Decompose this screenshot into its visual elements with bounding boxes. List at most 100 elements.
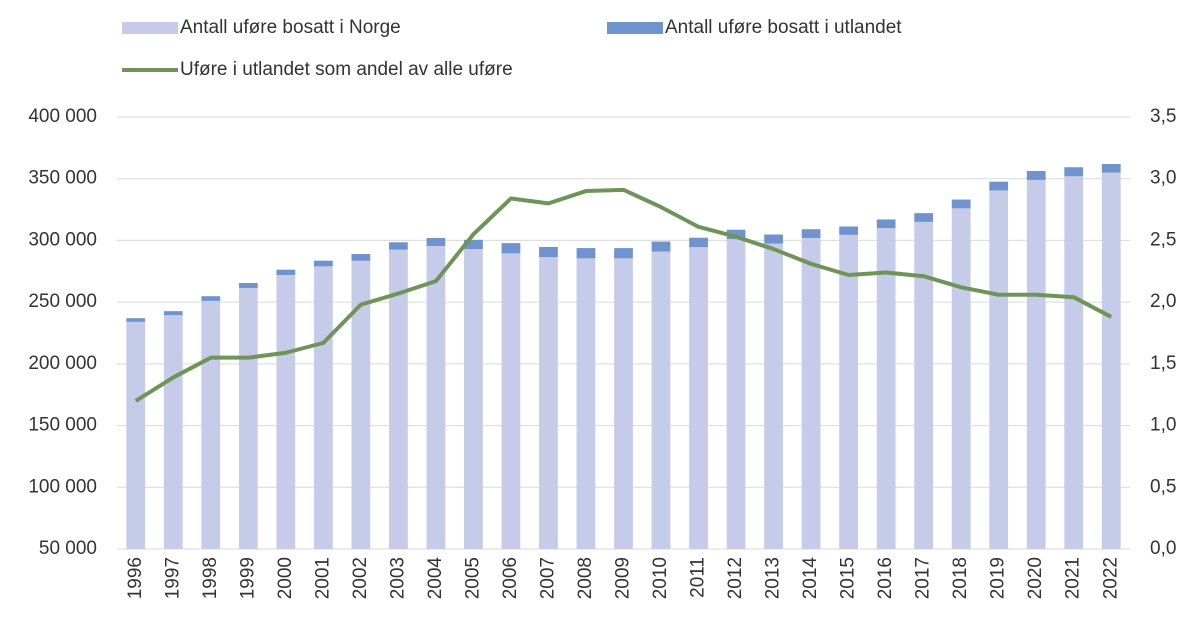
x-tick-label: 2010 xyxy=(650,557,671,599)
y2-tick-label: 3,5 xyxy=(1150,106,1176,127)
bar-segment xyxy=(1101,164,1121,173)
bar-segment xyxy=(951,208,971,549)
x-tick-label: 2017 xyxy=(913,557,934,599)
bar-segment xyxy=(651,251,671,549)
bar-segment xyxy=(464,249,483,549)
x-tick-label: 2022 xyxy=(1100,557,1121,599)
y2-tick-label: 2,0 xyxy=(1150,291,1176,312)
legend-label: Antall uføre bosatt i Norge xyxy=(180,17,401,38)
bar-segment xyxy=(539,246,558,258)
x-tick-label: 1996 xyxy=(125,557,146,599)
x-tick-label: 2003 xyxy=(387,557,408,599)
bar-segment xyxy=(1026,170,1046,180)
bar-segment xyxy=(163,315,183,549)
bar-segment xyxy=(351,260,371,549)
bar-segment xyxy=(389,249,408,549)
bar-segment xyxy=(201,296,221,301)
x-tick-label: 1997 xyxy=(162,557,183,599)
x-tick-label: 2007 xyxy=(537,557,558,599)
bar-segment xyxy=(1101,172,1121,550)
bar-segment xyxy=(726,229,746,240)
y-tick-label: 400 000 xyxy=(28,106,97,127)
bar-segment xyxy=(989,181,1009,191)
y2-tick-label: 1,5 xyxy=(1150,353,1176,374)
bar-segment xyxy=(1064,176,1084,549)
x-tick-label: 2020 xyxy=(1025,557,1046,599)
x-tick-label: 2006 xyxy=(500,557,521,599)
bar-segment xyxy=(914,221,934,549)
bar-segment xyxy=(126,321,146,549)
y2-tick-label: 1,0 xyxy=(1150,415,1176,436)
bar-segment xyxy=(764,234,783,244)
x-tick-label: 2012 xyxy=(725,557,746,599)
bar-segment xyxy=(163,311,183,316)
bar-segment xyxy=(313,266,333,549)
y-tick-label: 350 000 xyxy=(28,168,97,189)
x-tick-label: 2011 xyxy=(688,557,709,598)
bar-segment xyxy=(689,247,708,549)
x-tick-label: 2000 xyxy=(275,557,296,599)
bar-segment xyxy=(426,237,446,246)
bar-segment xyxy=(501,253,521,550)
x-tick-label: 2009 xyxy=(613,557,634,599)
bar-segment xyxy=(238,283,258,288)
x-tick-label: 2005 xyxy=(462,557,483,599)
legend-swatch xyxy=(122,22,178,34)
bar-segment xyxy=(839,226,858,235)
y-tick-label: 250 000 xyxy=(28,291,97,312)
y2-tick-label: 3,0 xyxy=(1150,168,1176,189)
y-tick-label: 100 000 xyxy=(28,476,97,497)
bar-segment xyxy=(576,248,596,259)
bar-segment xyxy=(689,237,708,248)
x-tick-label: 2018 xyxy=(950,557,971,599)
x-tick-label: 2008 xyxy=(575,557,596,599)
bar-segment xyxy=(989,190,1009,549)
bar-segment xyxy=(726,239,746,550)
bar-segment xyxy=(876,228,896,550)
y2-tick-label: 0,0 xyxy=(1150,538,1176,559)
y-tick-label: 50 000 xyxy=(39,538,97,559)
bar-segment xyxy=(389,242,408,250)
y-tick-label: 200 000 xyxy=(28,353,97,374)
legend-label: Antall uføre bosatt i utlandet xyxy=(665,17,902,38)
x-tick-label: 2002 xyxy=(350,557,371,599)
bar-segment xyxy=(614,258,633,549)
bar-segment xyxy=(651,241,671,252)
x-tick-label: 2021 xyxy=(1063,557,1084,599)
x-tick-label: 2015 xyxy=(838,557,859,599)
x-tick-label: 2016 xyxy=(875,557,896,599)
bar-segment xyxy=(876,219,896,229)
bar-segment xyxy=(614,248,633,259)
legend-swatch xyxy=(607,22,663,34)
bar-segment xyxy=(201,300,221,549)
x-tick-label: 2013 xyxy=(763,557,784,599)
bar-segment xyxy=(914,213,934,222)
bar-segment xyxy=(501,243,521,254)
bar-segment xyxy=(464,239,483,250)
bar-segment xyxy=(351,254,371,261)
bar-segment xyxy=(276,274,296,549)
y-tick-label: 300 000 xyxy=(28,229,97,250)
bar-segment xyxy=(839,234,858,550)
x-tick-label: 2004 xyxy=(425,557,446,600)
bar-segment xyxy=(1026,179,1046,549)
y-tick-label: 150 000 xyxy=(28,415,97,436)
bar-segment xyxy=(801,237,821,549)
bar-segment xyxy=(764,243,783,549)
x-tick-label: 2001 xyxy=(312,557,333,599)
x-tick-label: 1999 xyxy=(237,557,258,599)
bar-segment xyxy=(539,257,558,549)
bar-segment xyxy=(276,269,296,275)
legend-label: Uføre i utlandet som andel av alle uføre xyxy=(180,59,513,80)
bar-segment xyxy=(801,229,821,238)
bar-segment xyxy=(1064,167,1084,177)
bar-segment xyxy=(576,258,596,549)
bar-segment xyxy=(126,318,146,322)
bar-segment xyxy=(951,199,971,209)
y2-tick-label: 0,5 xyxy=(1150,476,1176,497)
x-tick-label: 2014 xyxy=(800,557,821,600)
bar-segment xyxy=(313,260,333,267)
x-tick-label: 1998 xyxy=(200,557,221,599)
bar-segment xyxy=(238,287,258,549)
bar-segment xyxy=(426,245,446,550)
